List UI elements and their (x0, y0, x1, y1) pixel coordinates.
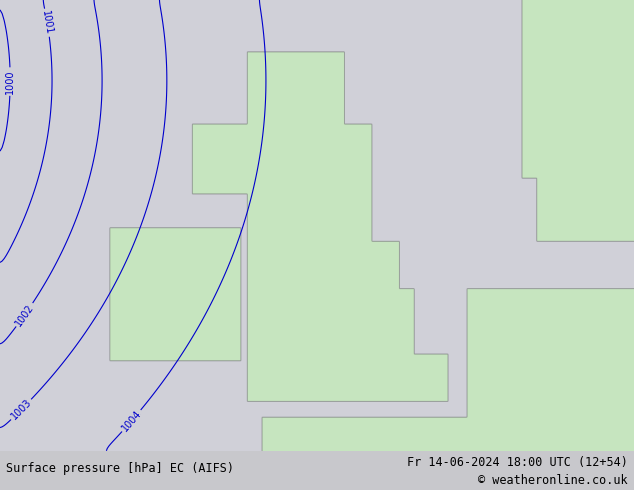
Text: 1000: 1000 (5, 69, 15, 94)
Text: 1003: 1003 (9, 397, 34, 422)
Text: 1004: 1004 (120, 408, 143, 433)
Text: © weatheronline.co.uk: © weatheronline.co.uk (478, 474, 628, 487)
Text: Surface pressure [hPa] EC (AIFS): Surface pressure [hPa] EC (AIFS) (6, 462, 235, 475)
Text: 1002: 1002 (13, 302, 36, 328)
Text: 1001: 1001 (40, 10, 54, 36)
Text: Fr 14-06-2024 18:00 UTC (12+54): Fr 14-06-2024 18:00 UTC (12+54) (407, 456, 628, 469)
